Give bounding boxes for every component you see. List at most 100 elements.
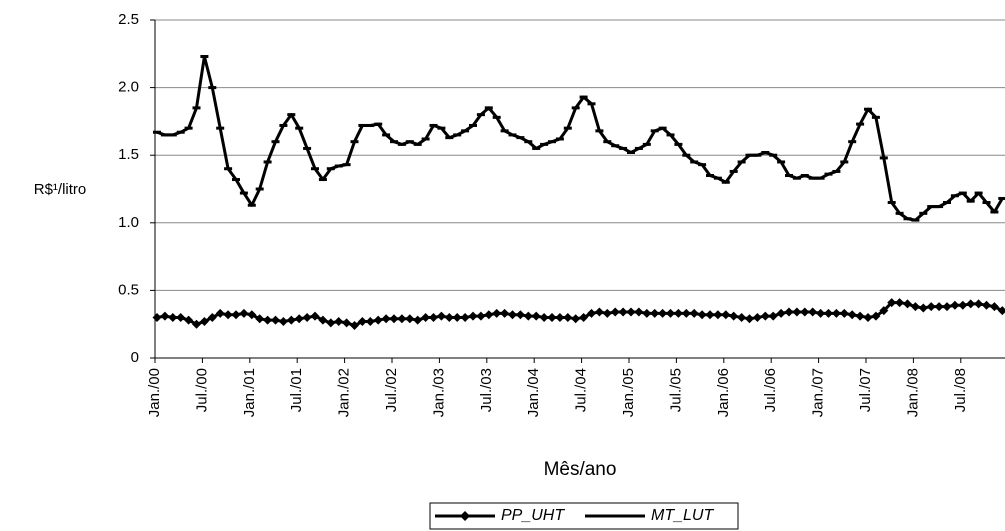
point-marker — [729, 311, 739, 321]
point-marker — [737, 160, 746, 164]
point-marker — [397, 314, 407, 324]
point-marker — [152, 312, 162, 322]
point-marker — [855, 311, 865, 321]
x-tick-label: Jul./01 — [288, 368, 305, 412]
point-marker — [745, 314, 754, 324]
point-marker — [563, 126, 572, 130]
point-marker — [563, 312, 573, 322]
point-marker — [895, 298, 905, 308]
point-marker — [903, 299, 912, 309]
point-marker — [666, 308, 675, 318]
point-marker — [927, 205, 936, 209]
point-marker — [334, 316, 344, 326]
point-marker — [397, 142, 406, 146]
point-marker — [681, 308, 691, 318]
point-marker — [879, 306, 889, 316]
point-marker — [500, 129, 509, 133]
point-marker — [698, 163, 707, 167]
point-marker — [255, 314, 265, 324]
point-marker — [642, 142, 651, 146]
point-marker — [232, 178, 240, 182]
point-marker — [840, 160, 849, 164]
point-marker — [673, 308, 683, 318]
legend-label: PP_UHT — [501, 507, 565, 524]
point-marker — [436, 311, 446, 321]
point-marker — [816, 308, 826, 318]
point-marker — [390, 140, 398, 144]
point-marker — [255, 187, 264, 191]
point-marker — [310, 311, 320, 321]
point-marker — [595, 129, 604, 133]
point-marker — [579, 95, 588, 99]
point-marker — [626, 307, 636, 317]
point-marker — [295, 126, 304, 130]
point-marker — [587, 308, 596, 318]
point-marker — [808, 307, 818, 317]
point-marker — [966, 199, 975, 203]
point-marker — [839, 308, 849, 318]
point-marker — [287, 113, 296, 117]
point-marker — [508, 310, 517, 320]
point-marker — [208, 86, 217, 90]
point-marker — [705, 310, 715, 320]
point-marker — [989, 302, 999, 312]
point-marker — [713, 310, 723, 320]
point-marker — [634, 307, 644, 317]
x-tick-label: Jan./07 — [810, 368, 827, 417]
point-marker — [706, 173, 714, 177]
point-marker — [239, 191, 248, 195]
x-tick-label: Jan./04 — [525, 368, 542, 417]
point-marker — [990, 210, 999, 214]
point-marker — [461, 129, 470, 133]
point-marker — [302, 312, 312, 322]
point-marker — [484, 310, 494, 320]
y-tick-label: 1.0 — [118, 214, 139, 231]
x-tick-label: Jan./03 — [430, 368, 447, 417]
point-marker — [729, 169, 738, 173]
point-marker — [895, 211, 904, 215]
point-marker — [548, 140, 556, 144]
point-marker — [761, 150, 770, 154]
y-tick-label: 2.0 — [118, 79, 139, 96]
point-marker — [784, 307, 794, 317]
point-marker — [864, 107, 872, 111]
point-marker — [911, 218, 920, 222]
point-marker — [753, 153, 762, 157]
point-marker — [184, 126, 193, 130]
point-marker — [619, 146, 628, 150]
point-marker — [429, 123, 438, 127]
point-marker — [674, 142, 683, 146]
point-marker — [342, 163, 351, 167]
point-marker — [223, 310, 233, 320]
y-axis-title: R$¹/litro — [34, 181, 87, 198]
point-marker — [531, 311, 541, 321]
point-marker — [176, 130, 185, 134]
point-marker — [492, 308, 502, 318]
x-tick-label: Jul./04 — [573, 368, 590, 412]
point-marker — [247, 203, 256, 207]
point-marker — [192, 319, 201, 329]
point-marker — [721, 310, 731, 320]
point-marker — [682, 153, 691, 157]
x-tick-label: Jul./07 — [857, 368, 874, 412]
y-tick-label: 1.5 — [118, 146, 139, 163]
point-marker — [903, 217, 912, 221]
point-marker — [910, 302, 920, 312]
point-marker — [918, 303, 928, 313]
point-marker — [998, 196, 1005, 200]
point-marker — [666, 133, 675, 137]
point-marker — [357, 316, 367, 326]
point-marker — [689, 308, 699, 318]
x-tick-label: Jul./03 — [478, 368, 495, 412]
point-marker — [381, 314, 391, 324]
x-tick-label: Jul./06 — [762, 368, 779, 412]
point-marker — [524, 140, 533, 144]
point-marker — [871, 115, 880, 119]
point-marker — [492, 115, 501, 119]
point-marker — [571, 314, 581, 324]
point-marker — [642, 308, 652, 318]
point-marker — [303, 146, 312, 150]
point-marker — [611, 144, 620, 148]
point-marker — [958, 300, 968, 310]
